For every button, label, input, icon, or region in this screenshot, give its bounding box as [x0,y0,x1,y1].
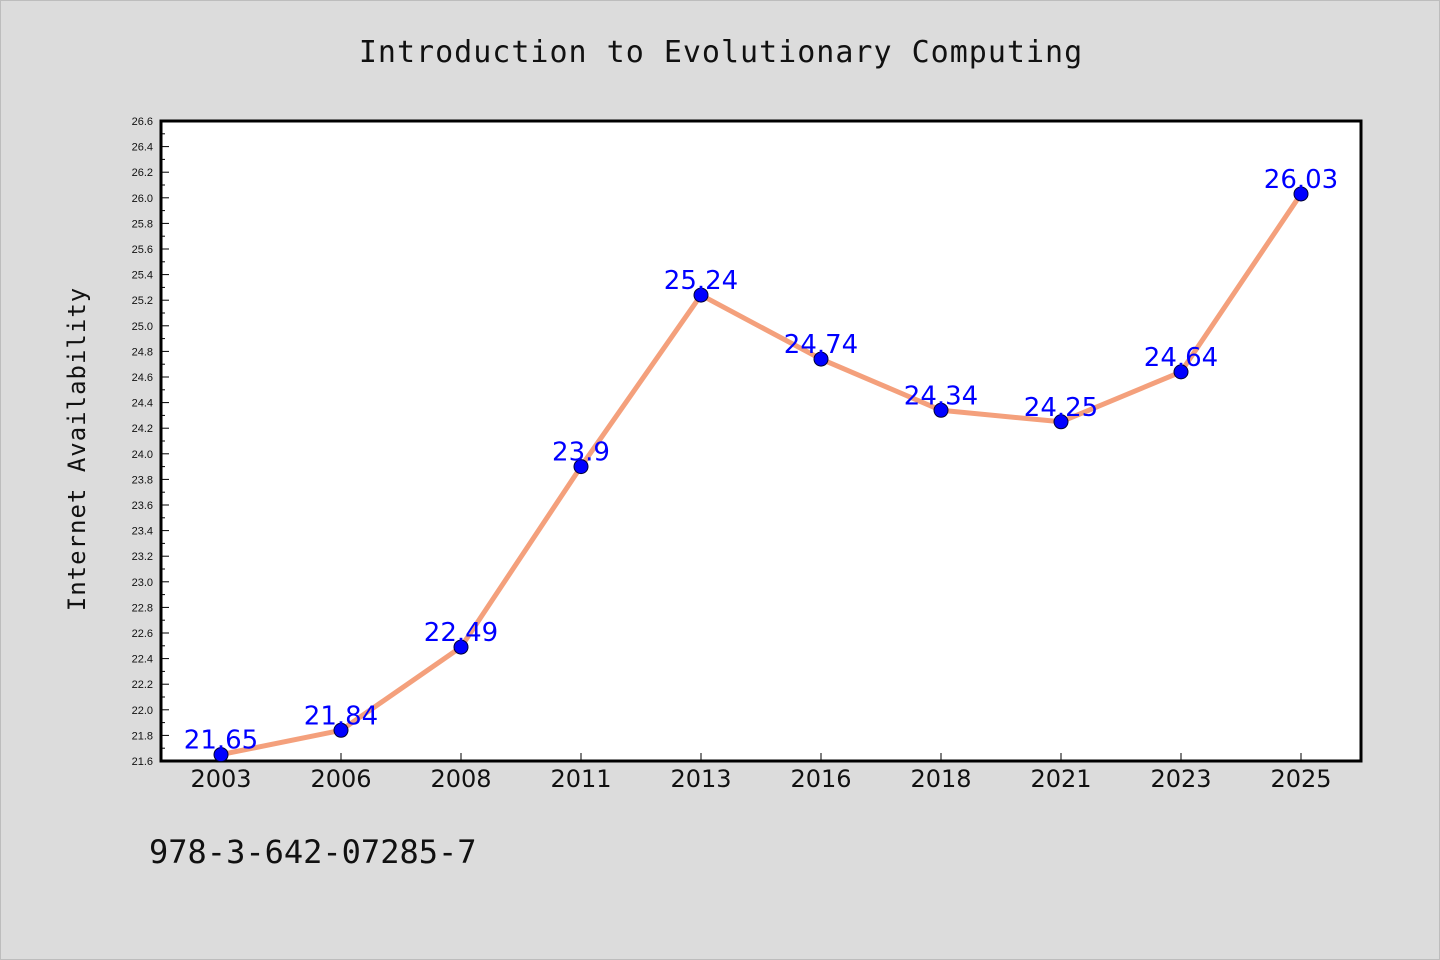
data-point [1173,364,1189,380]
y-tick-label: 22.2 [132,679,153,691]
x-tick-label: 2006 [310,765,371,793]
chart-title: Introduction to Evolutionary Computing [358,35,1084,70]
y-tick-label: 26.2 [132,167,153,179]
data-label: 23.9 [552,438,610,468]
x-tick-label: 2011 [550,765,611,793]
data-label: 21.65 [184,726,258,756]
y-axis-label: Internet Availability [63,287,91,611]
y-tick-label: 25.6 [132,244,153,256]
x-tick-label: 2008 [430,765,491,793]
data-labels: 21.65 21.84 22.49 23.9 25.24 24.74 24.34 24.25 2… [184,165,1338,756]
y-tick-label: 22.6 [132,628,153,640]
y-tick-label: 23.4 [132,526,153,538]
x-axis-ticks: 2003 2006 2008 2011 2013 2016 2018 2021 2023 2025 [190,753,1332,793]
data-label: 24.34 [904,381,978,411]
y-tick-label: 23.6 [132,500,153,512]
data-label: 24.64 [1144,343,1218,373]
y-tick-label: 23.0 [132,577,153,589]
y-tick-label: 25.8 [132,218,153,230]
data-point [213,747,229,763]
y-tick-label: 24.4 [132,398,153,410]
y-tick-label: 22.0 [132,705,153,717]
x-tick-label: 2021 [1030,765,1091,793]
x-tick-label: 2003 [190,765,251,793]
y-tick-label: 24.6 [132,372,153,384]
isbn-footnote: 978-3-642-07285-7 [149,833,477,871]
data-point [693,287,709,303]
y-axis-ticks: 21.6 21.8 22.0 22.2 22.4 22.6 22.8 23.0 23.2 23.4… [132,116,169,768]
x-tick-label: 2025 [1270,765,1331,793]
x-tick-label: 2018 [910,765,971,793]
y-tick-label: 22.8 [132,602,153,614]
y-tick-label: 24.8 [132,346,153,358]
y-tick-label: 21.8 [132,730,153,742]
y-tick-label: 26.4 [132,142,153,154]
y-tick-label: 23.8 [132,474,153,486]
data-point [1053,414,1069,430]
data-label: 24.74 [784,330,858,360]
y-tick-label: 24.2 [132,423,153,435]
data-point [453,639,469,655]
y-tick-label: 25.4 [132,270,153,282]
data-label: 24.25 [1024,393,1098,423]
data-label: 22.49 [424,618,498,648]
y-tick-label: 25.0 [132,321,153,333]
x-tick-label: 2016 [790,765,851,793]
plot-area [159,119,1363,763]
data-label: 21.84 [304,701,378,731]
series-line [218,191,1304,758]
y-tick-label: 22.4 [132,654,153,666]
data-points [213,186,1309,763]
data-point [813,351,829,367]
y-tick-label: 23.2 [132,551,153,563]
x-tick-label: 2013 [670,765,731,793]
y-tick-label: 26.6 [132,116,153,128]
y-tick-label: 24.0 [132,449,153,461]
data-label: 26.03 [1264,165,1338,195]
y-tick-label: 25.2 [132,295,153,307]
data-point [933,402,949,418]
data-point [573,459,589,475]
y-tick-label: 26.0 [132,193,153,205]
x-tick-label: 2023 [1150,765,1211,793]
data-point [333,722,349,738]
data-label: 25.24 [664,266,738,296]
y-tick-label: 21.6 [132,756,153,768]
data-point [1293,186,1309,202]
